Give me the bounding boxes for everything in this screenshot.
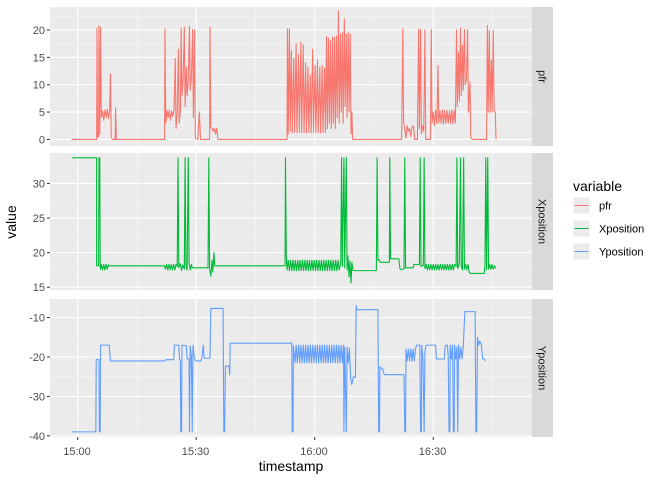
y-tick-label: 15 — [33, 52, 45, 64]
legend-title: variable — [573, 178, 622, 194]
panel-background — [50, 299, 532, 437]
y-tick-label: -40 — [29, 431, 45, 443]
series-line-pfr — [71, 10, 497, 140]
y-tick-label: 30 — [33, 178, 45, 190]
facet-strip — [532, 7, 553, 146]
series-line-xposition — [71, 157, 497, 284]
panels-layer: 0 5 10 15 20 pfr 15 20 25 30 Xposition -40 -30 -20 -10… — [29, 7, 553, 443]
facet-strip-label: pfr — [536, 70, 548, 83]
y-tick-label: 25 — [33, 213, 45, 225]
y-tick-label: 20 — [33, 25, 45, 37]
panel-pfr: 0 5 10 15 20 pfr — [33, 7, 553, 146]
series-line-yposition — [71, 305, 486, 433]
facet-strip — [532, 153, 553, 290]
x-axis-title: timestamp — [259, 458, 324, 474]
y-tick-label: 15 — [33, 282, 45, 294]
x-tick-label-0: 15:00 — [63, 446, 91, 458]
y-tick-label: -10 — [29, 313, 45, 325]
y-tick-label: 0 — [39, 134, 45, 146]
y-tick-label: 10 — [33, 80, 45, 92]
legend: variable pfr Xposition Yposition — [572, 178, 644, 261]
legend-label-xposition: Xposition — [599, 224, 644, 236]
x-tick-label-2: 16:00 — [300, 446, 328, 458]
x-tick-label-3: 16:30 — [419, 446, 447, 458]
panel-yposition: -40 -30 -20 -10 Yposition — [29, 299, 553, 443]
facet-strip-label: Xposition — [536, 199, 548, 244]
panel-xposition: 15 20 25 30 Xposition — [33, 153, 553, 294]
x-tick-label-1: 15:30 — [182, 446, 210, 458]
legend-label-pfr: pfr — [599, 201, 612, 213]
legend-label-yposition: Yposition — [599, 247, 643, 259]
facet-strip — [532, 299, 553, 437]
y-axis-title: value — [3, 205, 19, 239]
y-tick-label: -30 — [29, 391, 45, 403]
facet-strip-label: Yposition — [536, 346, 548, 390]
y-tick-label: 20 — [33, 248, 45, 260]
y-tick-label: 5 — [39, 107, 45, 119]
y-tick-label: -20 — [29, 352, 45, 364]
